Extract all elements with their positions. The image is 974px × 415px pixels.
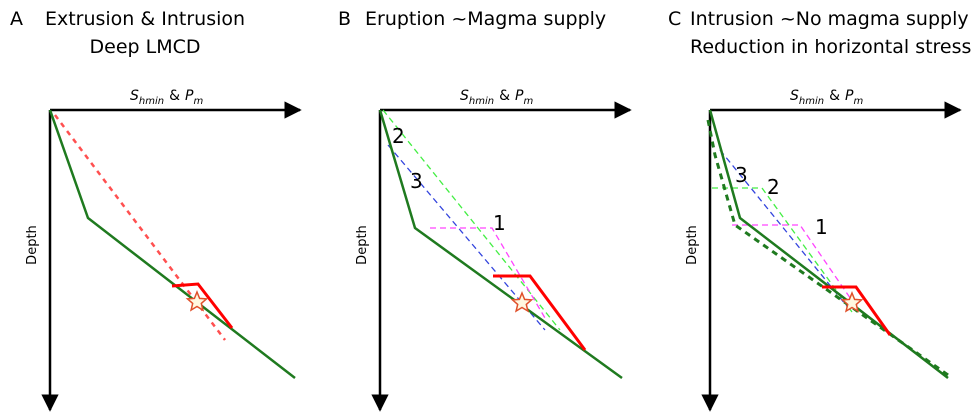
y-axis-label: Depth <box>25 225 40 265</box>
panel: B Eruption ~Magma supply Shmin & Pm Depth 23 1 <box>338 8 632 412</box>
x-axis-label-part: S <box>460 88 469 104</box>
panel-title: Eruption ~Magma supply <box>365 8 606 30</box>
x-axis-label-part: P <box>515 88 524 104</box>
profile-line <box>708 109 949 379</box>
x-axis-label-part: m <box>523 96 533 107</box>
star <box>840 291 864 313</box>
x-axis-label-part: P <box>185 88 194 104</box>
panel-title: Deep LMCD <box>90 36 201 58</box>
stage-label: 3 <box>735 163 748 187</box>
stage-label: 1 <box>815 215 828 239</box>
x-axis-label: Shmin & Pm <box>460 88 533 107</box>
profile-line <box>706 119 949 377</box>
x-axis-label: Shmin & Pm <box>790 88 863 107</box>
x-axis-label-part: m <box>193 96 203 107</box>
y-axis-label: Depth <box>685 225 700 265</box>
x-axis-label-part: hmin <box>139 96 164 107</box>
panel-letter: C <box>668 8 681 30</box>
profile-line <box>493 274 587 351</box>
x-axis-label: Shmin & Pm <box>130 88 203 107</box>
profile-line <box>48 109 296 379</box>
x-axis-label-part: & <box>169 88 180 104</box>
stage-label: 1 <box>493 211 506 235</box>
stage-label: 3 <box>410 169 423 193</box>
profile-line <box>171 282 234 329</box>
panel-title: Intrusion ~No magma supply <box>690 8 969 30</box>
x-axis-label-part: hmin <box>799 96 824 107</box>
x-axis-label-part: P <box>845 88 854 104</box>
star <box>185 290 209 312</box>
stage-label: 2 <box>392 124 405 148</box>
panel: C Intrusion ~No magma supply Reduction in … <box>668 8 971 412</box>
y-axis-label: Depth <box>355 225 370 265</box>
x-axis-label-part: S <box>790 88 799 104</box>
x-axis-label-part: & <box>829 88 840 104</box>
panel-letter: A <box>10 8 23 30</box>
panel: A Extrusion & Intrusion Deep LMCD Shmin & Pm D… <box>10 8 302 412</box>
x-axis-label-part: & <box>499 88 510 104</box>
profile-line <box>712 187 853 313</box>
profile-line <box>54 114 226 341</box>
star <box>510 291 534 313</box>
panel-title: Reduction in horizontal stress <box>690 36 971 58</box>
profile-line <box>719 149 851 311</box>
profile-line <box>732 224 856 306</box>
profile-line <box>382 109 561 331</box>
x-axis-label-part: hmin <box>469 96 494 107</box>
panel-letter: B <box>338 8 351 30</box>
stage-label: 2 <box>767 175 780 199</box>
profile-line <box>822 285 892 336</box>
profile-line <box>430 227 546 319</box>
x-axis-label-part: S <box>130 88 139 104</box>
profile-line <box>378 109 623 380</box>
panel-title: Extrusion & Intrusion <box>45 8 245 30</box>
x-axis-label-part: m <box>853 96 863 107</box>
